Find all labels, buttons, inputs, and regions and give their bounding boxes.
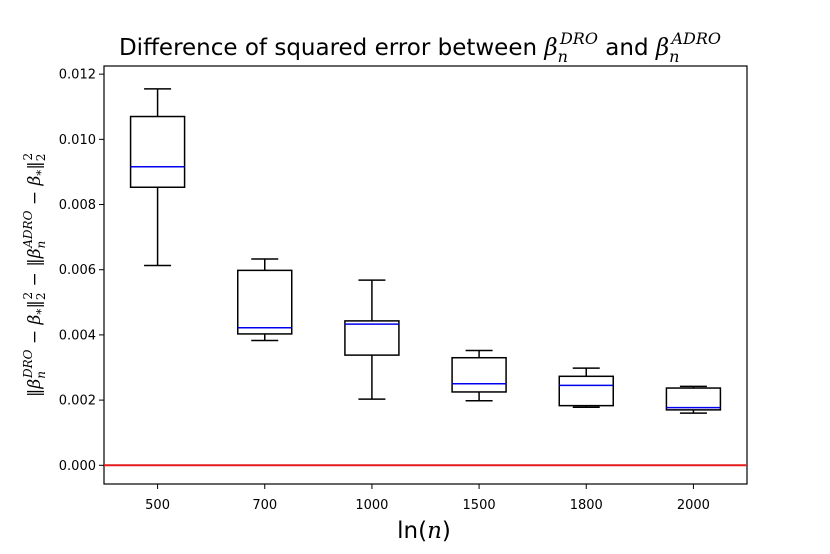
y-tick-label: 0.012 — [59, 68, 96, 83]
x-tick-label: 2000 — [677, 498, 710, 513]
iqr-box — [665, 387, 722, 411]
chart-title: Difference of squared error between βnDR… — [119, 29, 721, 66]
ylabel-part-1-sup: DRO — [21, 349, 35, 379]
plot-area-frame — [103, 65, 748, 485]
y-tick-label: 0.000 — [59, 459, 96, 474]
y-tick-label: 0.006 — [59, 263, 96, 278]
box-500 — [129, 88, 186, 267]
y-tick-label: 0.002 — [59, 394, 96, 409]
x-tick-label: 1800 — [570, 498, 603, 513]
ylabel-part-6-sub: 2 — [34, 154, 48, 162]
x-tick-label: 700 — [252, 498, 277, 513]
iqr-box — [237, 269, 293, 335]
box-series — [129, 88, 722, 414]
ylabel-part-4: − ‖β — [25, 248, 45, 292]
xlabel-post: ) — [442, 518, 451, 544]
ylabel-part-2-sub: * — [34, 309, 48, 315]
ylabel-part-6-sup: 2 — [21, 153, 35, 161]
x-tick-label: 1500 — [463, 498, 496, 513]
ylabel-part-2: − β — [25, 314, 45, 349]
ylabel-part-4-sub: n — [34, 241, 48, 249]
iqr-box — [451, 356, 507, 393]
x-axis: 500 700 1000 1500 1800 2000 — [145, 484, 710, 513]
xlabel-var: n — [427, 518, 442, 544]
xlabel-pre: ln( — [397, 518, 427, 544]
ylabel-part-5: − β — [25, 176, 45, 211]
title-beta-dro-sup: DRO — [559, 29, 598, 48]
x-tick-label: 1000 — [355, 498, 388, 513]
x-tick-label: 500 — [145, 498, 170, 513]
iqr-box — [344, 320, 400, 356]
title-mid: and — [598, 35, 656, 61]
y-axis: 0.000 0.002 0.004 0.006 0.008 0.010 0.012 — [59, 68, 104, 474]
ylabel-part-3: ‖ — [25, 300, 45, 309]
y-tick-label: 0.004 — [59, 328, 96, 343]
title-beta-adro-sup: ADRO — [669, 29, 721, 48]
ylabel-part-3-sup: 2 — [21, 292, 35, 300]
iqr-box — [129, 115, 186, 189]
ylabel-part-4-sup: ADRO — [21, 210, 35, 248]
title-beta-adro-sub: n — [669, 47, 679, 66]
ylabel-part-1: ‖β — [25, 379, 45, 398]
box-1500 — [451, 349, 507, 402]
ylabel-part-1-sub: n — [34, 371, 48, 379]
y-axis-label: ‖βnDRO − β*‖22 − ‖βnADRO − β*‖22 — [21, 153, 48, 397]
iqr-box — [558, 375, 614, 407]
title-beta-dro-sub: n — [558, 47, 568, 66]
title-beta-dro: β — [543, 35, 557, 61]
title-beta-adro: β — [655, 35, 669, 61]
x-axis-label: ln(n) — [397, 518, 451, 544]
box-1800 — [558, 367, 614, 409]
y-tick-label: 0.008 — [59, 198, 96, 213]
ylabel-part-3-sub: 2 — [34, 293, 48, 301]
title-prefix: Difference of squared error between — [119, 35, 544, 61]
box-2000 — [665, 385, 722, 414]
box-700 — [237, 258, 293, 342]
ylabel-part-6: ‖ — [25, 161, 45, 170]
y-tick-label: 0.010 — [59, 133, 96, 148]
box-1000 — [344, 279, 400, 400]
ylabel-part-5-sub: * — [34, 170, 48, 176]
